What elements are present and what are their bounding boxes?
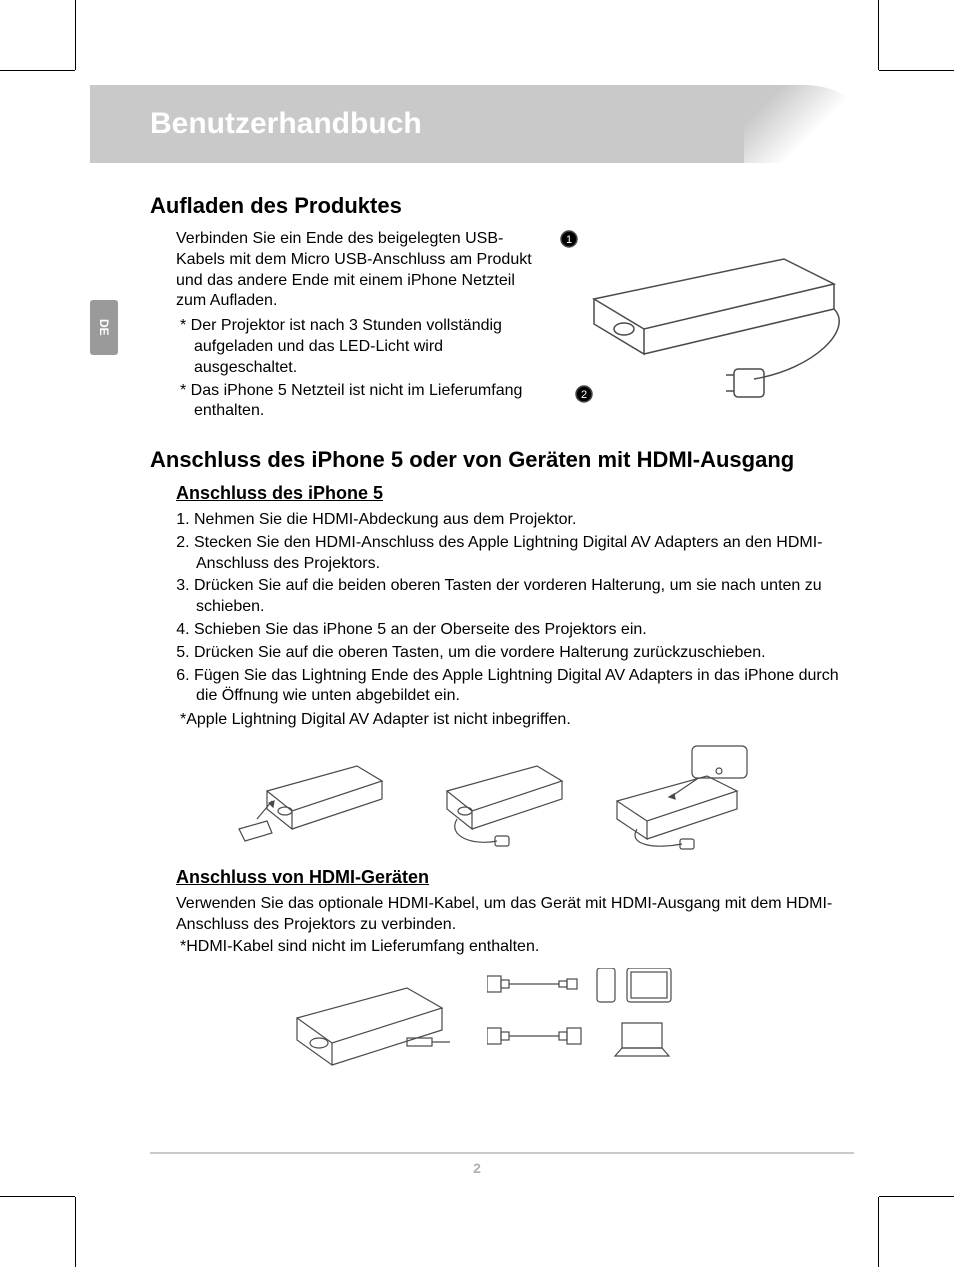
crop-mark [879,1196,954,1197]
charging-bullet-2: Das iPhone 5 Netzteil ist nicht im Liefe… [176,381,534,423]
crop-mark [75,1197,76,1267]
page: Benutzerhandbuch DE Aufladen des Produkt… [90,85,864,1182]
fig-remove-cover [237,741,387,851]
hdmi-devices-footnote: *HDMI-Kabel sind nicht im Lieferumfang e… [150,938,854,956]
fig-insert-adapter [417,741,567,851]
svg-text:2: 2 [581,389,587,401]
iphone5-figures [150,741,854,851]
section-charging-title: Aufladen des Produktes [150,193,854,219]
section-hdmi-title: Anschluss des iPhone 5 oder von Geräten … [150,447,854,473]
sub-hdmi-devices-title: Anschluss von HDMI-Geräten [176,867,854,888]
step-1: Nehmen Sie die HDMI-Abdeckung aus dem Pr… [194,510,854,531]
crop-mark [878,1197,879,1267]
language-tab: DE [90,300,118,355]
header-bar: Benutzerhandbuch [90,85,864,163]
page-number: 2 [90,1160,864,1176]
hdmi-figures [150,968,854,1088]
fig-insert-iphone [597,741,767,851]
charging-bullets: Der Projektor ist nach 3 Stunden vollstä… [176,316,534,422]
footer-rule [150,1152,854,1154]
crop-mark [878,0,879,70]
charging-bullet-1: Der Projektor ist nach 3 Stunden vollstä… [176,316,534,378]
step-2: Stecken Sie den HDMI-Anschluss des Apple… [194,533,854,575]
crop-mark [0,70,75,71]
step-6: Fügen Sie das Lightning Ende des Apple L… [194,666,854,708]
crop-mark [0,1196,75,1197]
section-charging-row: Verbinden Sie ein Ende des beigelegten U… [150,229,854,429]
step-5: Drücken Sie auf die oberen Tasten, um di… [194,643,854,664]
content: Aufladen des Produktes Verbinden Sie ein… [90,193,864,1088]
charging-intro: Verbinden Sie ein Ende des beigelegten U… [176,229,534,312]
step-3: Drücken Sie auf die beiden oberen Tasten… [194,576,854,618]
step-4: Schieben Sie das iPhone 5 an der Obersei… [194,620,854,641]
crop-mark [879,70,954,71]
fig-hdmi-projector [257,968,457,1088]
sub-iphone5-title: Anschluss des iPhone 5 [176,483,854,504]
fig-hdmi-cables [487,968,747,1088]
crop-mark [75,0,76,70]
section-charging-text: Verbinden Sie ein Ende des beigelegten U… [150,229,534,429]
header-curve [744,85,864,163]
iphone5-footnote: *Apple Lightning Digital AV Adapter ist … [150,711,854,729]
charging-diagram: 1 2 [554,229,854,429]
header-title: Benutzerhandbuch [90,85,744,163]
svg-text:1: 1 [566,234,572,246]
hdmi-devices-body: Verwenden Sie das optionale HDMI-Kabel, … [150,894,854,936]
charging-figure: 1 2 [554,229,854,429]
iphone5-steps: Nehmen Sie die HDMI-Abdeckung aus dem Pr… [150,510,854,707]
